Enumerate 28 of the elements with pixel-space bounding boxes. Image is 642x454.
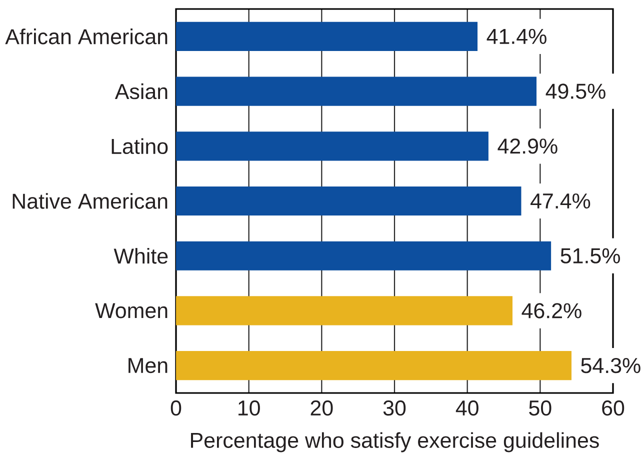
y-tick-label: Native American xyxy=(12,193,168,209)
x-tick-label: 50 xyxy=(529,400,552,416)
data-label: 42.9% xyxy=(498,138,558,154)
data-label: 46.2% xyxy=(522,303,582,318)
bar xyxy=(176,186,522,216)
y-tick-label: African American xyxy=(5,28,168,44)
bar xyxy=(176,351,572,380)
x-tick-label: 20 xyxy=(310,400,333,416)
x-axis-title: Percentage who satisfy exercise guidelines xyxy=(191,432,599,452)
x-tick-label: 30 xyxy=(383,400,406,416)
y-tick-label: White xyxy=(114,248,168,264)
x-tick-label: 0 xyxy=(170,400,182,416)
bar xyxy=(176,132,488,161)
y-tick-label: Latino xyxy=(112,138,168,154)
data-label: 41.4% xyxy=(486,28,546,44)
bar xyxy=(176,22,478,51)
data-label: 51.5% xyxy=(560,248,620,264)
x-tick-label: 60 xyxy=(602,400,624,416)
bar xyxy=(176,76,537,106)
y-tick-label: Men xyxy=(128,358,168,374)
data-label: 47.4% xyxy=(530,193,590,209)
bar xyxy=(176,296,512,326)
data-label: 54.3% xyxy=(581,358,640,374)
x-tick-label: 10 xyxy=(238,400,260,416)
y-tick-label: Asian xyxy=(114,83,168,100)
y-tick-label: Women xyxy=(95,303,168,318)
data-label: 49.5% xyxy=(546,84,606,99)
x-tick-label: 40 xyxy=(456,400,478,416)
